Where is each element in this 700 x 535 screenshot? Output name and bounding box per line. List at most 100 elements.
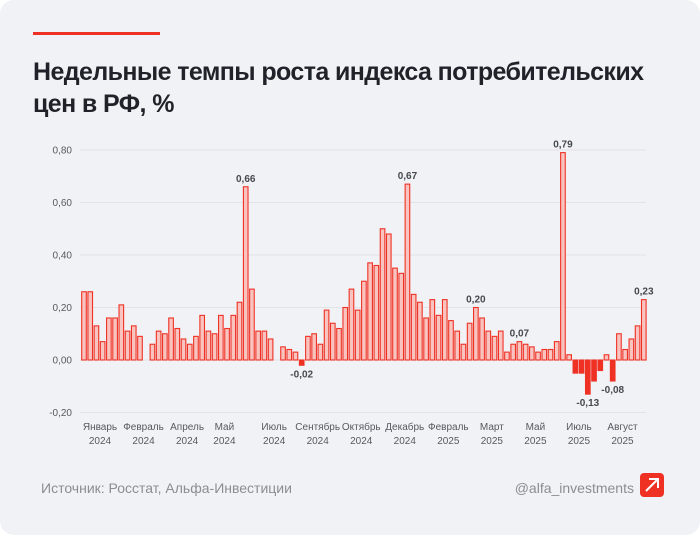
bar — [398, 272, 405, 361]
bar — [591, 359, 597, 382]
bar — [93, 325, 100, 361]
y-tick-label: -0,20 — [49, 408, 72, 419]
bar — [404, 183, 411, 361]
bar — [242, 186, 249, 361]
bar — [423, 317, 429, 361]
bar — [292, 351, 299, 361]
bar — [510, 343, 517, 361]
x-tick-label-month: Август — [607, 422, 638, 433]
bar — [603, 354, 610, 361]
bar — [149, 343, 156, 361]
x-tick-label-year: 2024 — [350, 436, 373, 447]
x-tick-label-month: Июль — [566, 422, 592, 433]
data-label: 0,79 — [553, 140, 573, 151]
bar — [87, 291, 94, 361]
bar — [130, 325, 137, 361]
bar — [497, 330, 504, 361]
bar — [417, 301, 423, 361]
data-label: 0,23 — [634, 287, 654, 298]
x-tick-label-month: Октябрь — [342, 421, 381, 433]
x-tick-label-month: Январь — [83, 422, 117, 433]
bar — [485, 330, 492, 361]
x-tick-label-year: 2024 — [394, 436, 417, 447]
bar — [255, 330, 262, 361]
data-label: 0,20 — [466, 295, 486, 306]
x-tick-label-month: Декабрь — [385, 421, 424, 433]
bar — [516, 341, 523, 361]
bar — [342, 306, 349, 361]
bar — [578, 359, 585, 374]
bar — [454, 330, 461, 361]
x-tick-label-year: 2025 — [437, 436, 460, 447]
bar — [99, 341, 106, 361]
bar — [441, 299, 448, 361]
accent-line — [33, 32, 160, 35]
bar — [385, 233, 392, 361]
bar — [305, 335, 311, 361]
bar — [367, 262, 373, 361]
bar — [466, 322, 473, 361]
bar — [205, 330, 212, 361]
bar — [124, 330, 131, 361]
bar — [230, 314, 237, 361]
bar — [155, 330, 162, 361]
bar — [112, 317, 118, 361]
bar — [572, 359, 579, 374]
y-tick-label: 0,80 — [53, 146, 73, 157]
x-tick-label-year: 2024 — [132, 436, 155, 447]
x-tick-label-year: 2025 — [481, 436, 504, 447]
y-tick-label: 0,40 — [53, 251, 73, 262]
bar — [311, 333, 317, 361]
bars — [81, 152, 647, 395]
bar — [547, 348, 554, 361]
data-label: -0,13 — [576, 398, 599, 409]
bar — [348, 288, 355, 361]
y-tick-label: 0,60 — [53, 198, 73, 209]
y-tick-label: 0,00 — [53, 356, 73, 367]
bar-chart: -0,20 0,00 0,20 0,40 0,60 0,80 0,66 -0,02 0,67 0… — [49, 140, 654, 447]
bar — [199, 314, 206, 361]
bar — [261, 330, 268, 361]
bar — [267, 338, 274, 361]
data-label: -0,02 — [290, 369, 313, 380]
x-tick-label-year: 2024 — [176, 436, 199, 447]
bar — [491, 335, 498, 361]
bar — [560, 152, 566, 361]
x-tick-label-year: 2024 — [89, 436, 112, 447]
data-label: 0,66 — [236, 174, 256, 185]
bar — [622, 348, 628, 361]
bar — [640, 299, 647, 361]
bar — [174, 327, 181, 361]
bar — [479, 317, 485, 361]
bar — [628, 338, 635, 361]
x-tick-label-year: 2024 — [307, 436, 330, 447]
bar — [106, 317, 112, 361]
bar — [609, 359, 616, 382]
bar — [280, 346, 286, 361]
x-tick-label-month: Май — [215, 422, 235, 433]
bar — [193, 335, 199, 361]
bar — [535, 351, 541, 361]
alfa-arrow-logo-icon — [640, 473, 664, 497]
bar — [217, 314, 224, 361]
x-axis-ticks: Январь 2024 Февраль 2024 Апрель 2024 Май 2024 Ию… — [83, 421, 638, 447]
bar — [553, 341, 560, 361]
bar — [236, 301, 243, 361]
data-labels: 0,66 -0,02 0,67 0,20 0,07 0,79 -0,13-0,08 0,23 — [236, 140, 654, 410]
x-tick-label-month: Май — [526, 422, 546, 433]
bar — [336, 327, 342, 361]
x-tick-label-year: 2025 — [568, 436, 591, 447]
bar — [429, 299, 436, 361]
x-tick-label-year: 2024 — [213, 436, 236, 447]
data-label: 0,67 — [398, 171, 418, 182]
x-tick-label-month: Июль — [261, 422, 287, 433]
bar — [528, 346, 535, 361]
bar — [329, 322, 336, 361]
bar — [323, 309, 330, 361]
bar — [373, 264, 380, 361]
bar — [616, 333, 622, 361]
bar — [392, 267, 398, 361]
social-handle[interactable]: @alfa_investments — [514, 480, 634, 496]
bar — [354, 309, 361, 361]
bar — [137, 335, 143, 361]
